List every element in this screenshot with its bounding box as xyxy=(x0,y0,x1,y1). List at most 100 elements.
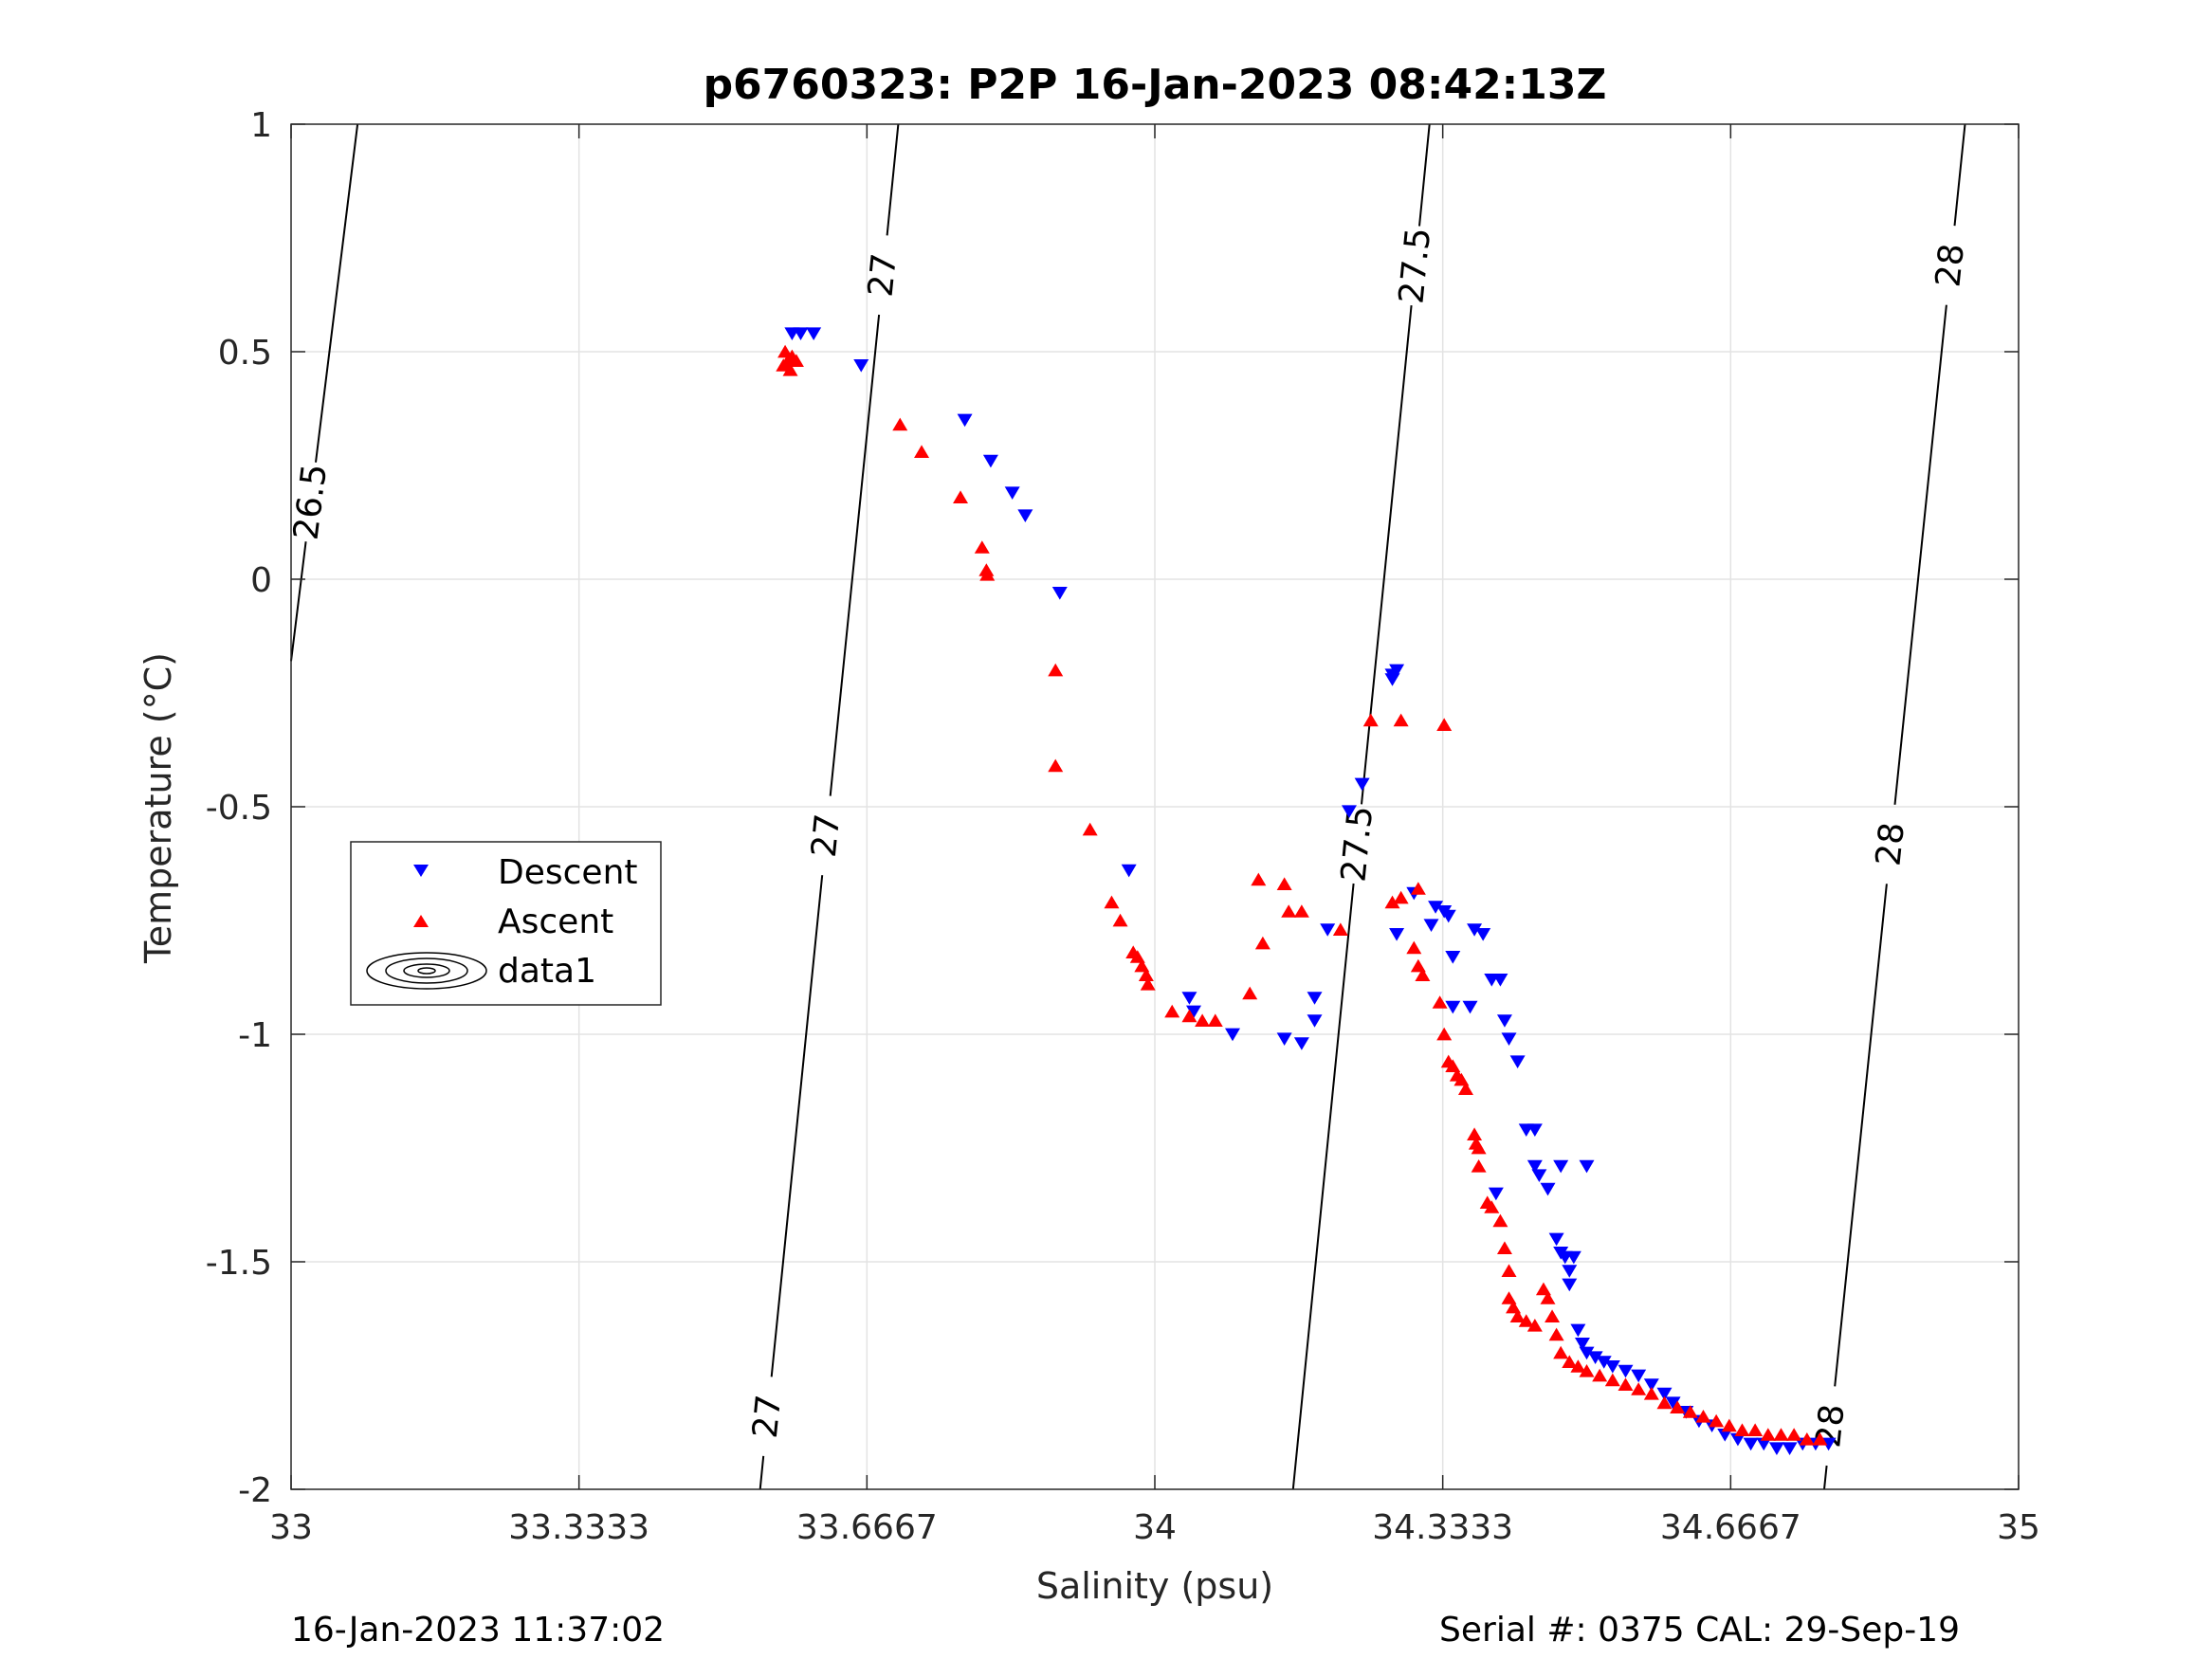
y-tick-label: 1 xyxy=(250,106,272,145)
ascent-point xyxy=(1332,922,1348,936)
ascent-point xyxy=(1747,1423,1764,1436)
descent-point xyxy=(1587,1351,1603,1364)
ascent-point xyxy=(1709,1413,1725,1428)
ascent-point xyxy=(1281,904,1297,918)
x-tick-label: 33.3333 xyxy=(508,1508,649,1547)
ascent-point xyxy=(1562,1355,1578,1368)
ascent-point xyxy=(1734,1423,1750,1436)
descent-point xyxy=(1656,1387,1673,1401)
ascent-point xyxy=(1548,1327,1564,1341)
ascent-point xyxy=(1786,1428,1802,1441)
descent-point xyxy=(1562,1278,1578,1292)
ascent-point xyxy=(777,344,794,358)
ascent-point xyxy=(979,568,996,581)
ascent-point xyxy=(1535,1282,1551,1296)
x-axis-label: Salinity (psu) xyxy=(1036,1565,1273,1607)
ascent-point xyxy=(1207,1013,1223,1027)
x-tick-label: 34.3333 xyxy=(1372,1508,1513,1547)
ascent-point xyxy=(1410,958,1426,973)
axis-ticks: 33 33.3333 33.6667 34 34.3333 34.6667 35 -2 -1.5… xyxy=(206,106,2040,1547)
contour-label: 28 xyxy=(1869,821,1911,868)
ascent-point xyxy=(1436,718,1453,731)
ascent-point xyxy=(1415,968,1431,981)
descent-point xyxy=(1354,777,1370,792)
descent-point xyxy=(1307,992,1323,1005)
ascent-point xyxy=(1592,1368,1608,1382)
ascent-point xyxy=(1496,1241,1512,1254)
ascent-point xyxy=(1484,1200,1500,1213)
descent-point xyxy=(1596,1356,1612,1369)
ascent-point xyxy=(1140,977,1156,991)
ascent-point xyxy=(1242,986,1258,1000)
ascent-point xyxy=(1695,1410,1711,1423)
ascent-point xyxy=(1812,1432,1828,1446)
ascent-point xyxy=(1362,713,1379,727)
ascent-point xyxy=(1799,1432,1815,1446)
ascent-point xyxy=(1501,1291,1517,1304)
ascent-point xyxy=(1134,958,1150,973)
descent-point xyxy=(1562,1265,1578,1278)
descent-point xyxy=(1121,864,1137,878)
y-tick-label: -0.5 xyxy=(206,789,272,828)
grid xyxy=(291,124,2019,1489)
legend-descent-label: Descent xyxy=(498,853,638,892)
ascent-point xyxy=(1384,895,1400,909)
descent-point xyxy=(1643,1378,1659,1392)
descent-point xyxy=(1017,509,1033,522)
ascent-point xyxy=(1293,904,1309,918)
ascent-series xyxy=(776,344,1828,1446)
ascent-point xyxy=(914,445,930,458)
contour-label: 27.5 xyxy=(1392,226,1438,305)
ascent-point xyxy=(1393,713,1409,727)
ascent-point xyxy=(1457,1082,1473,1095)
descent-point xyxy=(1004,486,1020,500)
legend-box xyxy=(350,841,662,1006)
ascent-point xyxy=(1682,1405,1698,1418)
x-tick-label: 34.6667 xyxy=(1660,1508,1801,1547)
descent-point xyxy=(1276,1032,1292,1046)
descent-point xyxy=(806,327,822,340)
footer-timestamp: 16-Jan-2023 11:37:02 xyxy=(291,1611,665,1650)
ascent-point xyxy=(1112,913,1128,927)
ascent-point xyxy=(1553,1345,1569,1359)
descent-point xyxy=(1553,1159,1569,1174)
descent-point xyxy=(1496,1014,1512,1028)
y-tick-label: 0.5 xyxy=(218,334,272,373)
ascent-point xyxy=(788,354,804,367)
descent-point xyxy=(1565,1250,1581,1265)
ascent-point xyxy=(1251,872,1267,886)
descent-point xyxy=(1717,1429,1733,1442)
descent-point xyxy=(1384,673,1400,686)
descent-point xyxy=(1488,1187,1504,1201)
contour-line xyxy=(290,123,359,662)
ascent-point xyxy=(1760,1428,1776,1441)
descent-point xyxy=(1389,928,1405,941)
x-tick-label: 33 xyxy=(269,1508,313,1547)
descent-point xyxy=(1501,1032,1517,1046)
legend: Descent Ascent data1 xyxy=(350,841,662,1006)
ascent-point xyxy=(1406,940,1422,955)
contour-line xyxy=(759,123,900,1490)
descent-point xyxy=(1631,1369,1647,1383)
ascent-point xyxy=(1471,1140,1487,1155)
descent-point xyxy=(1428,901,1444,914)
ascent-point xyxy=(1492,1213,1508,1228)
ascent-point xyxy=(1410,882,1426,895)
ascent-point xyxy=(1138,968,1154,981)
descent-point xyxy=(1320,923,1336,937)
descent-point xyxy=(1445,951,1461,964)
footer-serial-cal: Serial #: 0375 CAL: 29-Sep-19 xyxy=(1439,1611,1960,1650)
legend-contour-icon xyxy=(366,952,487,990)
ascent-point xyxy=(1518,1314,1534,1327)
descent-point xyxy=(982,454,998,468)
ascent-point xyxy=(1129,950,1145,963)
descent-point xyxy=(853,359,869,373)
descent-point xyxy=(1570,1323,1586,1338)
ascent-point xyxy=(1643,1387,1659,1400)
contour-label: 26.5 xyxy=(287,462,336,542)
y-tick-label: -1.5 xyxy=(206,1244,272,1283)
ascent-point xyxy=(1618,1377,1634,1391)
descent-point xyxy=(1574,1338,1590,1351)
descent-point xyxy=(1462,1000,1478,1014)
